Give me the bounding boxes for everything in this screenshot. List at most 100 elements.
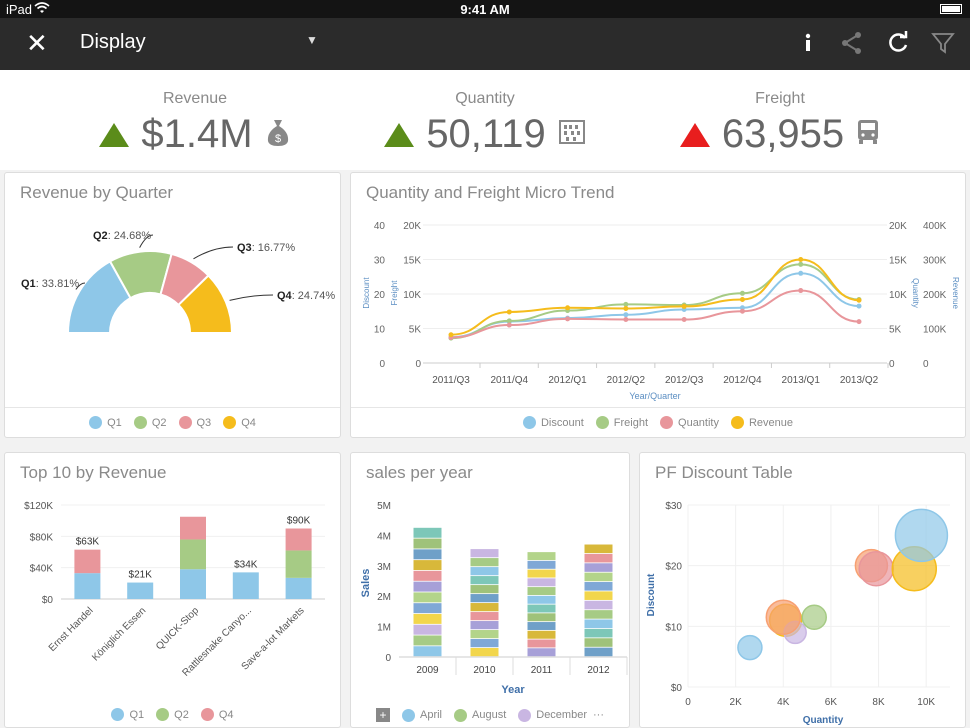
legend-item-q2[interactable]: Q2 [156,708,189,721]
legend-item-q1[interactable]: Q1 [89,416,122,429]
legend-label: Q4 [218,708,234,721]
legend-item-quantity[interactable]: Quantity [660,416,719,429]
x-tick-label: 2009 [416,665,439,676]
slice-label: Q1: 33.81% [21,278,79,290]
legend-item-december[interactable]: December [518,708,587,722]
abacus-icon [558,119,586,150]
x-tick-label: 8K [872,697,885,708]
data-point-discount [623,312,629,318]
data-point-quantity [856,319,862,325]
bar-segment [470,594,499,603]
info-icon[interactable] [793,28,823,58]
kpi-quantity[interactable]: Quantity 50,119 [325,70,645,170]
panel-title: sales per year [366,463,473,482]
page-title[interactable]: Display [80,31,146,53]
trend-down-icon [679,122,710,147]
y-tick-label: 5M [377,501,391,512]
legend-item-august[interactable]: August [454,708,507,722]
freight-tick: 0 [415,359,421,370]
bar-segment [527,587,556,596]
filter-icon[interactable] [928,28,958,58]
y-tick-label: $0 [671,683,683,694]
leader-line [139,234,154,248]
close-icon[interactable]: ✕ [26,28,48,58]
quantity-tick: 20K [889,221,907,232]
data-point-freight [623,301,629,307]
legend-label: Q2 [151,416,167,429]
legend-more-button[interactable]: ··· [593,709,604,721]
x-tick-label: 2013/Q2 [840,375,879,386]
y-axis-title: Discount [646,573,657,616]
kpi-value: 63,955 [721,112,845,156]
panel-pf-discount[interactable]: PF Discount Table $0 $10 $20 $30 0 2K 4K 6K 8K 10… [639,452,966,728]
bar-segment-q1 [127,582,154,599]
bar-segment-q4 [180,516,206,540]
legend-item-discount[interactable]: Discount [522,416,584,429]
discount-tick: 20 [374,290,386,301]
share-icon[interactable] [837,28,867,58]
panel-top10-revenue[interactable]: Top 10 by Revenue $0 $40K $80K $120K $63K Ern… [4,452,341,728]
bar-segment-q2 [180,539,206,570]
legend-label: April [419,709,442,721]
freight-axis-title: Freight [390,280,399,306]
bar-segment [584,572,613,582]
panel-revenue-by-quarter[interactable]: Revenue by Quarter Q1: 33.81% Q2: 24.68% Q… [4,172,341,438]
revenue-tick: 300K [923,256,947,267]
y-tick-label: $30 [665,501,682,512]
data-point-revenue [798,257,804,262]
legend-item-q4[interactable]: Q4 [200,708,234,721]
legend-label: Q1 [107,416,122,429]
legend-item-revenue[interactable]: Revenue [730,416,793,429]
panel-sales-per-year[interactable]: sales per year 0 1M 2M 3M 4M 5M Sales Year 2009 2… [350,452,630,728]
bar-segment [527,552,556,561]
freight-tick: 10K [403,290,421,301]
bar-segment [527,604,556,613]
panel-title: Quantity and Freight Micro Trend [366,183,615,202]
data-point-revenue [623,305,629,311]
legend-item-q2[interactable]: Q2 [133,416,167,429]
bar-segment [413,613,442,624]
x-tick-label: 2012/Q2 [607,375,646,386]
data-point-quantity [565,316,571,322]
y-tick-label: 0 [385,653,391,664]
money-bag-icon: $ [265,117,291,152]
data-point-revenue [856,297,862,303]
panel-micro-trend[interactable]: Quantity and Freight Micro Trend 0 0 0 0 10 5… [350,172,966,438]
refresh-icon[interactable] [883,28,913,58]
bar-segment [413,570,442,581]
bar-segment [527,595,556,604]
bar-segment [584,600,613,610]
legend-label: August [472,709,507,721]
x-axis-title: Year/Quarter [629,391,680,401]
legend-item-q1[interactable]: Q1 [111,708,144,721]
slice-label: Q3: 16.77% [237,242,295,254]
quantity-tick: 0 [889,359,895,370]
legend-label: Q1 [129,708,145,721]
legend-item-q3[interactable]: Q3 [178,416,211,429]
chevron-down-icon[interactable]: ▼ [306,33,318,47]
leader-line [75,282,86,290]
y-tick-label: $0 [42,595,54,606]
bar-segment [413,560,442,571]
discount-tick: 40 [374,221,386,232]
legend-item-april[interactable]: April [401,708,442,722]
discount-tick: 10 [374,325,386,336]
bar-segment [470,621,499,630]
kpi-revenue[interactable]: Revenue $1.4M $ [35,70,355,170]
leader-line [229,294,274,301]
bar-segment [527,622,556,630]
quantity-tick: 5K [889,325,902,336]
revenue-tick: 400K [923,221,947,232]
x-tick-label: Ernst Handel [47,605,96,654]
y-tick-label: 4M [377,531,391,542]
legend-add-button[interactable]: + [375,708,390,722]
bar-data-label: $21K [129,570,153,581]
kpi-freight[interactable]: Freight 63,955 [620,70,940,170]
legend-item-q4[interactable]: Q4 [223,416,256,429]
discount-tick: 30 [374,256,386,267]
bar-segment [527,648,556,657]
data-point-revenue [506,309,512,315]
legend-item-freight[interactable]: Freight [595,416,648,429]
bar-segment [413,592,442,603]
quantity-tick: 15K [889,256,907,267]
